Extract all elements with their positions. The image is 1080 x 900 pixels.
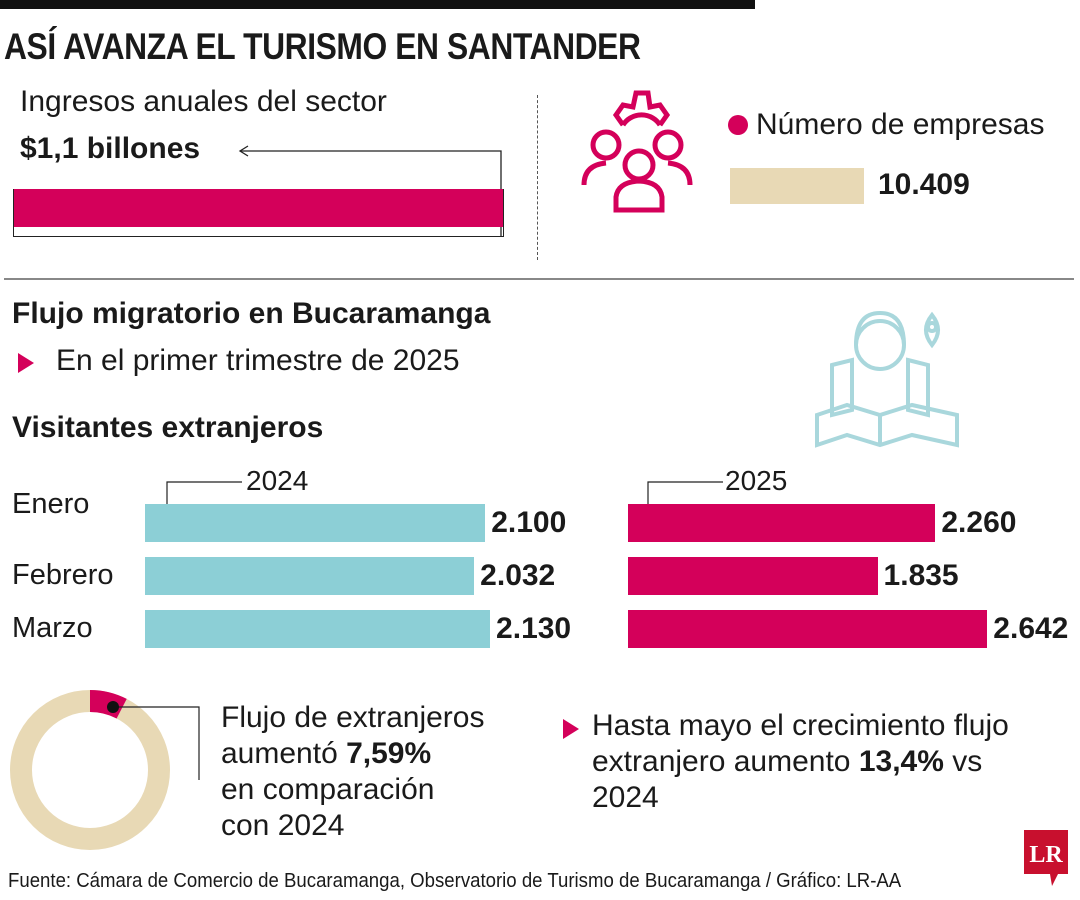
note-line: Hasta mayo el crecimiento flujo <box>592 709 1009 742</box>
traveler-map-icon <box>815 310 959 448</box>
donut-chart <box>10 690 200 850</box>
empresas-bar <box>730 168 864 204</box>
divider-dashed <box>537 95 538 260</box>
source-note: Fuente: Cámara de Comercio de Bucaramang… <box>8 870 902 892</box>
bar-2024-marzo <box>145 610 491 648</box>
donut-callout-dot <box>107 701 119 713</box>
bar-2025-marzo <box>628 610 988 648</box>
donut-line: con 2024 <box>221 809 345 842</box>
note-text: Hasta mayo el crecimiento flujo extranje… <box>592 708 1009 816</box>
bar-value-label: 1.835 <box>883 559 959 592</box>
svg-text:LR: LR <box>1029 842 1063 868</box>
note-text-post: vs <box>943 745 983 778</box>
category-label: Enero <box>12 488 90 520</box>
donut-line: Flujo de extranjeros <box>221 701 485 734</box>
bar-value-label: 2.100 <box>491 506 567 539</box>
donut-text: Flujo de extranjeros aumentó 7,59% en co… <box>221 700 484 844</box>
note-line: extranjero aumento 13,4% vs <box>592 744 1009 780</box>
page-title: ASÍ AVANZA EL TURISMO EN SANTANDER <box>4 26 641 67</box>
ingresos-label: Ingresos anuales del sector <box>20 85 387 118</box>
flujo-heading: Flujo migratorio en Bucaramanga <box>12 297 491 330</box>
bar-value-label: 2.642 <box>993 612 1069 645</box>
bar-value-label: 2.260 <box>941 506 1017 539</box>
bullet-triangle-icon <box>563 719 579 739</box>
category-label: Marzo <box>12 612 93 644</box>
bar-2024-enero <box>145 504 486 542</box>
lr-logo: LR <box>1024 830 1068 886</box>
top-rule <box>0 0 755 9</box>
donut-percent: 7,59% <box>346 737 432 770</box>
bar-2024-febrero <box>145 557 475 595</box>
donut-text-pre: aumentó <box>221 737 347 770</box>
series-label-2024: 2024 <box>246 465 309 496</box>
note-percent: 13,4% <box>858 745 944 778</box>
donut-line: en comparación <box>221 773 435 806</box>
donut-base <box>10 690 170 850</box>
bar-value-label: 2.032 <box>480 559 556 592</box>
bar-value-label: 2.130 <box>496 612 572 645</box>
empresas-bullet-icon <box>728 115 748 135</box>
bar-2025-febrero <box>628 557 878 595</box>
note-line: 2024 <box>592 781 659 814</box>
ingresos-bar-frame <box>13 189 504 237</box>
flujo-subheading: En el primer trimestre de 2025 <box>56 344 460 377</box>
section-divider <box>4 278 1074 280</box>
flujo-section: Visitantes extranjeros <box>12 411 324 444</box>
series-label-2025: 2025 <box>725 465 788 496</box>
donut-line: aumentó 7,59% <box>221 736 484 772</box>
people-gear-icon <box>581 90 693 213</box>
empresas-value: 10.409 <box>878 168 970 201</box>
empresas-label: Número de empresas <box>756 108 1045 141</box>
note-text-pre: extranjero aumento <box>592 745 859 778</box>
bar-2025-enero <box>628 504 936 542</box>
ingresos-bar <box>14 189 503 227</box>
bullet-triangle-icon <box>18 353 34 373</box>
ingresos-value: $1,1 billones <box>20 132 201 165</box>
category-label: Febrero <box>12 559 114 591</box>
